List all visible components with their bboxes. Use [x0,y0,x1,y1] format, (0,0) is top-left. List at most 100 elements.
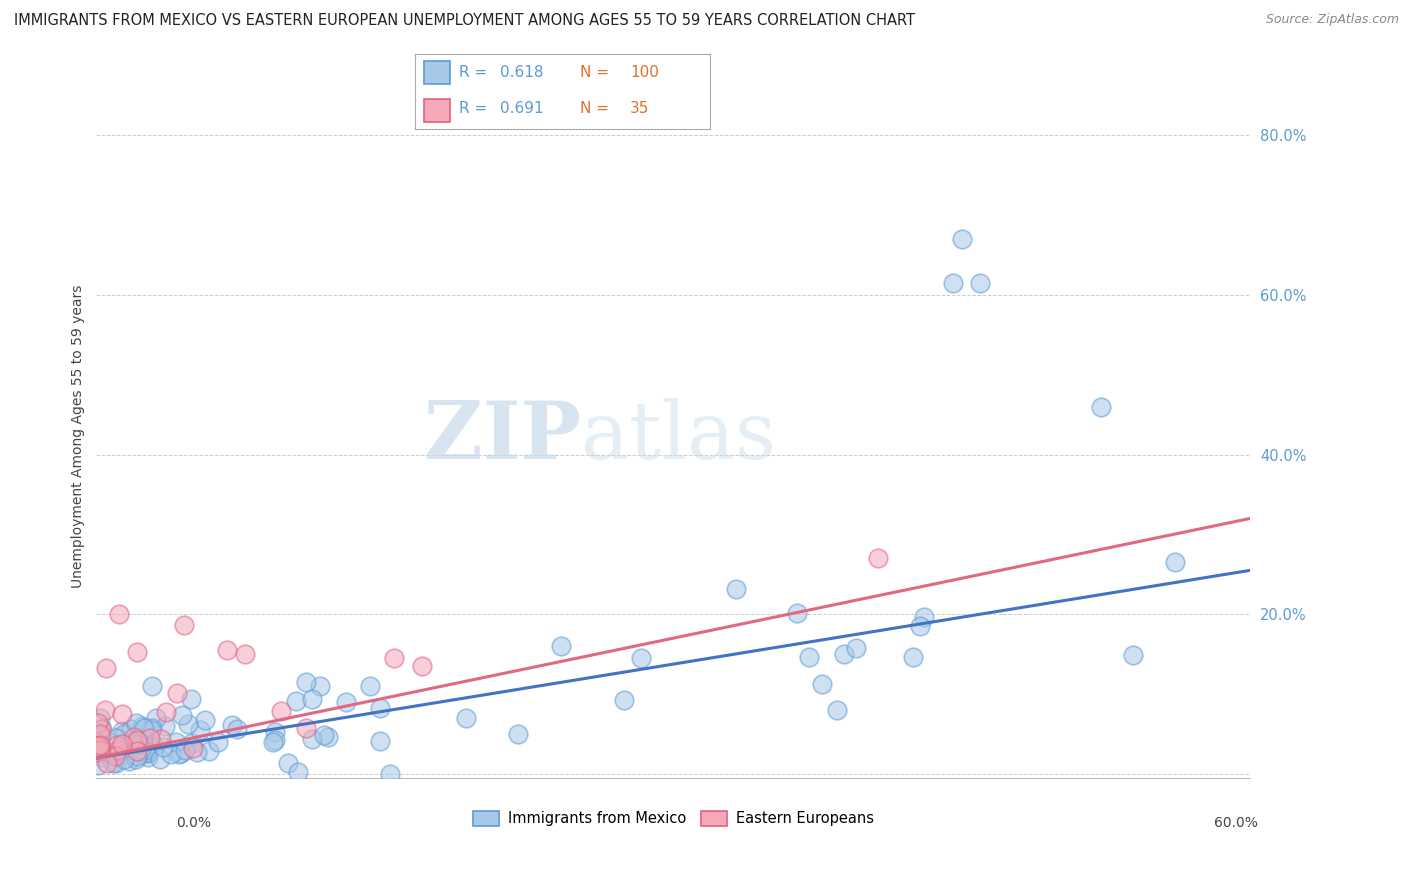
Point [950,232,973,246]
Point [120,737,142,751]
Point [294,675,316,690]
Point [136,750,159,764]
FancyBboxPatch shape [423,62,450,84]
Point [284,694,307,708]
Point [120,722,142,736]
Point [107,607,129,622]
Point [108,748,131,763]
Point [908,619,931,633]
Point [111,737,134,751]
Point [225,722,247,736]
Point [1122,648,1144,663]
Point [613,693,636,707]
Point [125,752,148,766]
Point [87,739,110,753]
Point [87,739,110,754]
Point [155,705,177,719]
Point [316,731,339,745]
Point [181,736,204,750]
Point [786,606,808,620]
Point [89,710,111,724]
Point [149,752,172,766]
Legend: Immigrants from Mexico, Eastern Europeans: Immigrants from Mexico, Eastern European… [467,805,880,832]
Point [180,692,202,706]
Point [125,744,148,758]
Point [797,649,820,664]
Point [141,721,163,735]
Point [107,743,129,757]
Point [167,747,190,761]
Text: 0.691: 0.691 [501,102,544,116]
Point [89,738,111,752]
Point [160,747,183,761]
Point [382,651,405,665]
Point [912,610,935,624]
Point [141,679,163,693]
Point [96,745,118,759]
Point [335,695,357,709]
Point [90,729,112,743]
Point [122,731,145,745]
Point [378,767,401,781]
Point [89,727,111,741]
Point [969,276,991,290]
Point [100,736,122,750]
Text: 0.618: 0.618 [501,65,544,80]
Point [188,723,211,737]
Point [118,754,141,768]
Point [103,756,125,770]
Point [141,723,163,737]
Point [264,733,287,747]
Point [270,704,292,718]
Point [454,711,477,725]
Point [901,649,924,664]
Point [132,721,155,735]
Point [233,647,256,661]
Point [845,640,868,655]
Point [129,741,152,756]
Point [136,746,159,760]
Text: R =: R = [458,65,492,80]
Point [121,743,143,757]
Text: N =: N = [581,102,614,116]
Point [215,643,238,657]
Point [135,745,157,759]
Y-axis label: Unemployment Among Ages 55 to 59 years: Unemployment Among Ages 55 to 59 years [72,285,86,588]
Point [165,735,187,749]
Point [811,677,834,691]
Point [181,740,204,755]
Point [87,736,110,750]
Point [134,742,156,756]
Point [90,740,112,755]
Point [125,732,148,747]
Text: Source: ZipAtlas.com: Source: ZipAtlas.com [1265,13,1399,27]
Point [198,744,221,758]
Point [105,731,128,746]
Point [411,659,433,673]
Point [630,651,652,665]
Point [170,708,193,723]
Point [111,706,134,721]
Point [149,732,172,747]
Point [1090,400,1112,414]
Point [103,745,125,759]
Point [127,749,149,764]
Point [120,737,142,751]
Point [287,765,309,780]
Point [301,691,323,706]
Point [94,661,117,675]
Point [550,639,572,653]
Point [295,721,318,735]
Point [139,731,162,745]
Point [90,750,112,764]
Point [170,746,193,760]
Text: 0.0%: 0.0% [176,816,211,830]
Point [125,715,148,730]
Point [868,551,890,566]
Point [725,582,748,596]
Point [112,727,135,741]
Point [308,679,330,693]
FancyBboxPatch shape [423,99,450,122]
Point [91,722,114,736]
Point [127,645,149,659]
